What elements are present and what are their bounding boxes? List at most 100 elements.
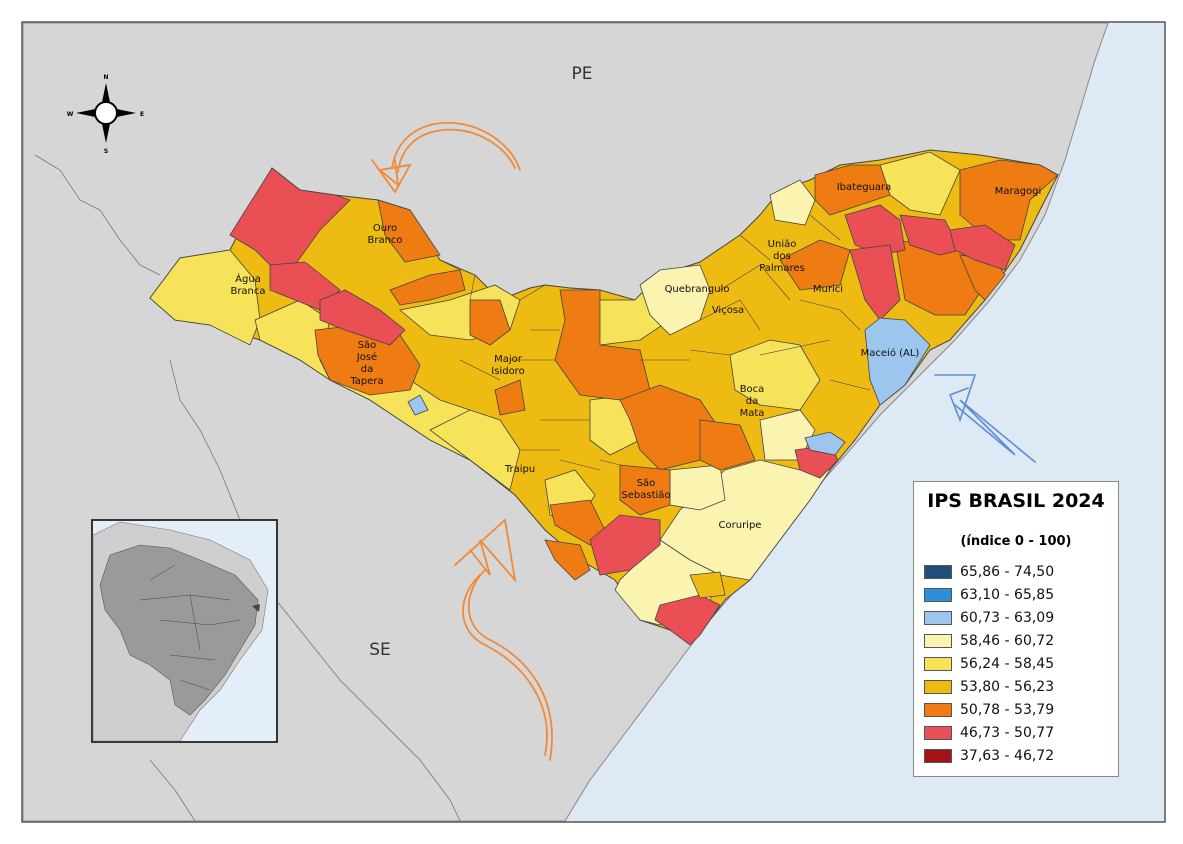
municipality-red-ne2: [899, 214, 961, 256]
municipality-ibateguara: [814, 164, 891, 216]
blue-arrow-icon: [934, 374, 1036, 463]
legend-label: 53,80 - 56,23: [960, 678, 1055, 695]
municipality-borders: [439, 214, 871, 471]
orange-arrow-north-icon: [371, 121, 521, 194]
label-vicosa: Viçosa: [712, 305, 744, 316]
municipality-red-nw: [229, 167, 351, 266]
label-sao-sebastiao-1: São: [637, 478, 656, 489]
municipality-orange-center4: [699, 419, 756, 471]
municipality-red-tapera: [319, 289, 406, 346]
legend-item: 60,73 - 63,09: [924, 606, 1114, 629]
legend-item: 65,86 - 74,50: [924, 560, 1114, 583]
municipality-orange-uniao: [779, 239, 851, 291]
legend-items: 65,86 - 74,50 63,10 - 65,85 60,73 - 63,09 5…: [924, 560, 1114, 767]
label-ouro-branco-1: Ouro: [373, 223, 397, 234]
label-major-isidoro-1: Major: [494, 354, 523, 365]
inset-state-borders: [139, 564, 241, 691]
legend-label: 50,78 - 53,79: [960, 701, 1055, 718]
compass-e: E: [140, 111, 144, 118]
label-uniao-2: dos: [773, 251, 791, 262]
municipality-orange-coast-south: [689, 571, 726, 599]
legend-label: 63,10 - 65,85: [960, 586, 1055, 603]
legend-swatch: [924, 610, 952, 625]
municipality-yellow-east: [729, 339, 821, 411]
legend-item: 56,24 - 58,45: [924, 652, 1114, 675]
label-ibateguara: Ibateguara: [837, 182, 892, 193]
compass-rose-icon: N S E W: [67, 74, 144, 155]
label-murici: Murici: [813, 284, 843, 295]
compass-n: N: [103, 74, 108, 81]
state-border-line: [34, 154, 461, 822]
municipality-red-ne: [844, 204, 906, 256]
legend-label: 56,24 - 58,45: [960, 655, 1055, 672]
label-boca-mata-1: Boca: [740, 384, 765, 395]
label-sao-jose-2: José: [356, 351, 377, 363]
municipality-sao-sebastiao: [619, 464, 671, 516]
municipality-red-ne3: [949, 224, 1016, 271]
legend-title: IPS BRASIL 2024: [927, 490, 1105, 512]
label-quebrangulo: Quebrangulo: [665, 284, 730, 295]
inset-map: [91, 519, 278, 743]
municipality-quebrangulo: [639, 264, 711, 336]
legend-swatch: [924, 656, 952, 671]
legend-swatch: [924, 587, 952, 602]
label-ouro-branco-2: Branco: [367, 235, 402, 246]
legend-swatch: [924, 633, 952, 648]
legend-swatch: [924, 725, 952, 740]
label-major-isidoro-2: Isidoro: [491, 366, 524, 377]
inset-highlight-alagoas: [252, 604, 260, 612]
label-sao-jose-3: da: [361, 364, 373, 375]
legend-item: 58,46 - 60,72: [924, 629, 1114, 652]
municipality-maragogi: [959, 159, 1059, 241]
legend-subtitle: (índice 0 - 100): [960, 534, 1072, 549]
label-sao-sebastiao-2: Sebastião: [621, 490, 670, 501]
municipality-pale-center: [669, 464, 726, 511]
compass-w: W: [67, 111, 74, 118]
municipality-blue-coast: [804, 431, 846, 456]
label-traipu: Traipu: [504, 464, 535, 475]
municipality-blue-small: [407, 394, 429, 416]
label-sao-jose-1: São: [358, 340, 377, 351]
compass-s: S: [104, 148, 108, 155]
legend-label: 37,63 - 46,72: [960, 747, 1055, 764]
municipality-ouro-branco: [377, 199, 441, 263]
municipality-maceio: [864, 317, 931, 406]
label-coruripe: Coruripe: [719, 520, 762, 531]
legend-swatch: [924, 564, 952, 579]
legend-item: 50,78 - 53,79: [924, 698, 1114, 721]
orange-arrow-south-icon: [454, 518, 553, 761]
municipality-pale-ne: [769, 179, 816, 226]
state-border-line-2: [149, 759, 196, 822]
municipality-red-murici: [849, 244, 901, 321]
legend-label: 60,73 - 63,09: [960, 609, 1055, 626]
municipality-orange-center1: [469, 299, 511, 346]
label-boca-mata-2: da: [746, 396, 758, 407]
label-uniao-3: Palmares: [759, 263, 805, 274]
legend-item: 37,63 - 46,72: [924, 744, 1114, 767]
legend-item: 46,73 - 50,77: [924, 721, 1114, 744]
legend-label: 65,86 - 74,50: [960, 563, 1055, 580]
label-boca-mata-3: Mata: [740, 408, 765, 419]
label-maceio: Maceió (AL): [861, 347, 920, 359]
legend-item: 53,80 - 56,23: [924, 675, 1114, 698]
label-agua-branca-1: Água: [235, 272, 261, 285]
municipality-orange-south2: [544, 539, 591, 581]
label-agua-branca-2: Branca: [230, 286, 265, 297]
label-state-pe: PE: [572, 64, 593, 84]
label-maragogi: Maragogi: [995, 186, 1042, 197]
legend-label: 58,46 - 60,72: [960, 632, 1055, 649]
label-state-se: SE: [369, 640, 391, 660]
legend-swatch: [924, 679, 952, 694]
label-uniao-1: União: [768, 239, 797, 250]
label-sao-jose-4: Tapera: [349, 376, 383, 387]
municipality-orange-north: [389, 269, 466, 306]
legend-box: IPS BRASIL 2024 (índice 0 - 100) 65,86 -…: [913, 481, 1119, 777]
legend-swatch: [924, 748, 952, 763]
municipality-red-south: [589, 514, 661, 576]
inset-brazil: [99, 544, 259, 716]
legend-item: 63,10 - 65,85: [924, 583, 1114, 606]
legend-label: 46,73 - 50,77: [960, 724, 1055, 741]
municipality-orange-sw: [494, 379, 526, 416]
legend-swatch: [924, 702, 952, 717]
